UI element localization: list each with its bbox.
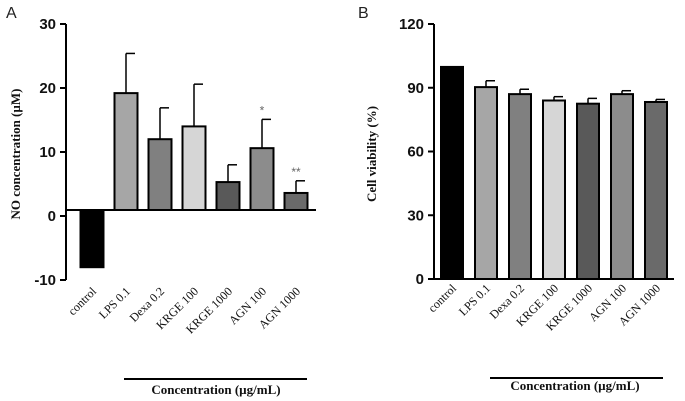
- bar: [474, 86, 498, 280]
- y-tick-label: 60: [407, 144, 424, 161]
- x-axis-label: Concentration (µg/mL): [510, 378, 639, 393]
- bar: [249, 147, 275, 212]
- bar: [79, 209, 105, 269]
- panel-letter-a: A: [6, 5, 17, 22]
- y-tick-label: 0: [416, 271, 424, 288]
- bar: [215, 181, 241, 212]
- bar: [113, 92, 139, 211]
- panel-b-cell-viability-chart: B Cell viability (%) Concentration (µg/m…: [358, 5, 674, 393]
- y-tick-label: 90: [407, 80, 424, 97]
- bar: [610, 93, 634, 280]
- bar: [147, 138, 173, 211]
- x-axis-label: Concentration (µg/mL): [151, 382, 280, 397]
- y-tick-label: 120: [399, 16, 424, 33]
- y-tick-label: 30: [39, 16, 56, 33]
- bar: [576, 102, 600, 280]
- significance-marker: *: [260, 103, 265, 117]
- y-axis-label: Cell viability (%): [364, 106, 379, 202]
- y-tick-label: 10: [39, 144, 56, 161]
- bar: [181, 125, 207, 211]
- x-tick-label: control: [65, 284, 99, 318]
- panel-letter-b: B: [358, 5, 369, 22]
- bar: [508, 93, 532, 280]
- y-tick-label: 30: [407, 207, 424, 224]
- bar: [644, 100, 668, 280]
- significance-marker: **: [291, 165, 301, 179]
- bar: [542, 99, 566, 280]
- x-tick-label: control: [425, 281, 459, 315]
- bar: [283, 191, 309, 212]
- panel-a-no-concentration-chart: A NO concentration (µM) Concentration (µ…: [6, 5, 316, 397]
- bar: [440, 65, 464, 280]
- y-tick-label: 0: [48, 208, 56, 225]
- y-axis-label: NO concentration (µM): [8, 89, 23, 220]
- y-tick-label: 20: [39, 80, 56, 97]
- y-tick-label: -10: [34, 272, 56, 289]
